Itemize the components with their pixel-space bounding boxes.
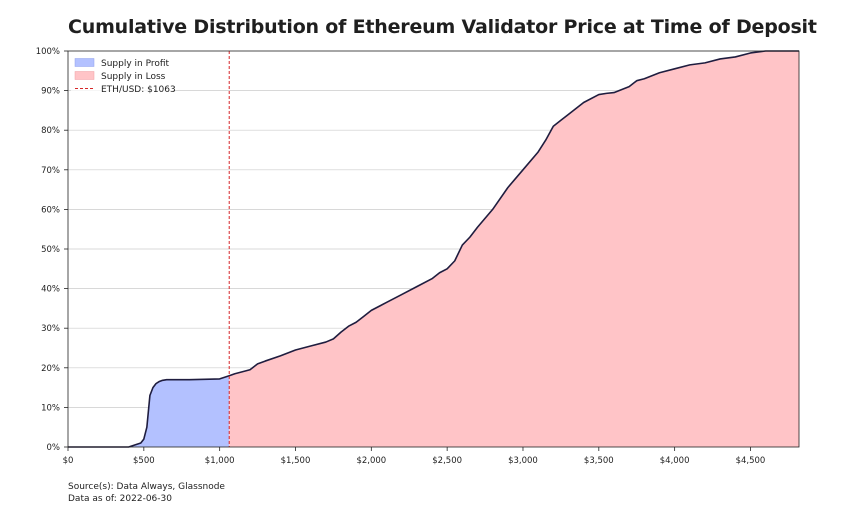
- cumulative-distribution-line: [68, 50, 799, 448]
- x-tick-label: $1,000: [205, 456, 235, 466]
- x-tick-label: $3,000: [508, 456, 538, 466]
- x-tick-label: $3,500: [584, 456, 614, 466]
- y-tick-label: 0%: [47, 443, 61, 453]
- legend: Supply in Profit Supply in Loss ETH/USD:…: [71, 55, 176, 97]
- x-tick-label: $500: [133, 456, 155, 466]
- chart-title: Cumulative Distribution of Ethereum Vali…: [68, 16, 817, 38]
- y-tick-label: 40%: [41, 285, 60, 295]
- x-tick-label: $0: [63, 456, 74, 466]
- y-tick-label: 70%: [41, 166, 60, 176]
- chart-footer: Source(s): Data Always, Glassnode Data a…: [68, 481, 225, 505]
- x-tick-label: $4,000: [660, 456, 690, 466]
- legend-swatch-loss: [74, 71, 95, 80]
- x-tick-label: $4,500: [736, 456, 766, 466]
- y-axis: 0% 10% 20% 30% 40% 50% 60% 70% 80% 90% 100%: [36, 47, 68, 453]
- y-tick-label: 10%: [41, 403, 60, 413]
- y-tick-label: 90%: [41, 87, 60, 97]
- data-date-note: Data as of: 2022-06-30: [68, 494, 172, 504]
- y-tick-label: 30%: [41, 324, 60, 334]
- y-tick-label: 60%: [41, 205, 60, 215]
- legend-label-ethusd: ETH/USD: $1063: [101, 85, 176, 95]
- supply-in-loss-area: [229, 51, 800, 447]
- x-axis: $0 $500 $1,000 $1,500 $2,000 $2,500 $3,000 $3,5…: [63, 447, 766, 466]
- x-tick-label: $2,000: [356, 456, 386, 466]
- x-tick-label: $1,500: [281, 456, 311, 466]
- legend-label-profit: Supply in Profit: [101, 59, 170, 69]
- legend-swatch-profit: [74, 58, 95, 67]
- legend-label-loss: Supply in Loss: [101, 72, 166, 82]
- x-tick-label: $2,500: [432, 456, 462, 466]
- source-note: Source(s): Data Always, Glassnode: [68, 482, 225, 492]
- y-tick-label: 80%: [41, 126, 60, 136]
- y-tick-label: 100%: [36, 47, 60, 57]
- y-tick-label: 50%: [41, 245, 60, 255]
- y-tick-label: 20%: [41, 364, 60, 374]
